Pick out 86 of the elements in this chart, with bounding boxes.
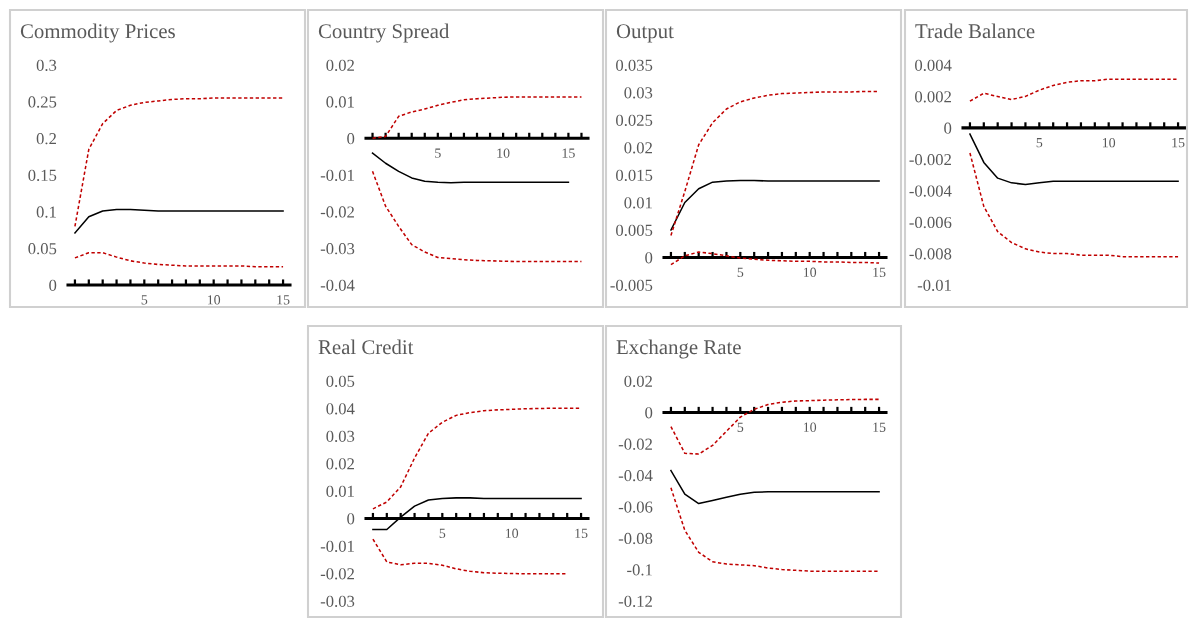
y-tick-label: 0.03 [326,430,355,443]
y-tick-label: 0.02 [624,142,652,154]
line-series [969,152,1179,258]
y-tick-label: -0.04 [320,279,355,292]
y-tick-label: -0.03 [320,243,355,255]
y-tick-label: -0.06 [618,501,653,513]
x-tick-label: 15 [575,528,588,538]
y-tick-label: 0.01 [326,485,354,498]
line-series [670,251,880,266]
line-series [371,170,583,263]
y-tick-label: 0.004 [915,59,952,72]
x-tick-label: 15 [873,422,886,432]
y-tick-label: -0.02 [618,438,652,450]
y-tick-label: 0.03 [624,87,653,99]
line-series [74,251,284,268]
line-series [670,179,880,231]
y-tick-label: 0.002 [915,91,951,103]
y-tick-label: 0.2 [36,133,56,145]
y-tick-label: 0.01 [326,96,354,108]
y-tick-label: 0.01 [624,197,652,209]
y-tick-label: -0.005 [610,279,653,292]
y-tick-label: 0.025 [616,114,653,127]
chart-title: Commodity Prices [20,23,175,43]
y-tick-label: 0.15 [28,169,57,182]
y-tick-label: -0.01 [917,279,951,292]
x-tick-label: 10 [1102,137,1116,148]
y-tick-label: 0.02 [624,375,652,388]
y-tick-label: 0.015 [616,169,653,182]
y-tick-label: 0.035 [616,59,653,72]
chart-title: Country Spread [318,23,450,43]
y-tick-label: 0 [347,133,355,145]
x-tick-label: 10 [207,295,221,305]
y-tick-label: 0.04 [326,403,355,415]
y-tick-label: -0.04 [618,469,653,482]
y-tick-label: -0.08 [618,532,653,545]
y-tick-label: -0.02 [320,568,354,580]
chart-title: Output [616,24,674,43]
x-tick-label: 15 [873,267,886,277]
y-tick-label: -0.01 [320,540,354,553]
y-tick-label: 0.3 [36,59,57,72]
line-series [74,97,284,228]
y-tick-label: -0.01 [320,169,354,182]
x-tick-label: 5 [737,267,744,277]
y-tick-label: -0.1 [627,564,652,576]
y-tick-label: 0 [645,407,653,419]
line-series [670,469,880,505]
y-tick-label: 0 [49,279,57,291]
y-tick-label: -0.03 [320,595,355,608]
x-tick-label: 5 [435,148,441,158]
line-series [670,487,880,572]
y-tick-label: 0.1 [36,206,56,218]
x-tick-label: 5 [1036,138,1043,148]
line-series [372,407,582,510]
x-tick-label: 5 [439,528,446,538]
line-series [372,538,568,575]
x-tick-label: 10 [803,267,817,277]
y-tick-label: 0.05 [326,375,355,388]
y-tick-label: -0.002 [909,153,951,166]
y-tick-label: 0.02 [326,458,354,470]
y-tick-label: -0.02 [320,206,354,218]
x-tick-label: 10 [505,528,519,538]
x-tick-label: 10 [497,148,510,158]
y-tick-label: -0.004 [909,185,952,197]
y-tick-label: -0.12 [618,595,652,608]
x-tick-label: 10 [803,422,817,432]
y-tick-label: 0 [347,513,355,525]
x-tick-label: 15 [277,295,290,305]
x-tick-label: 5 [141,295,148,305]
y-tick-label: 0 [645,252,653,264]
y-tick-label: 0.05 [28,243,57,255]
chart-title: Exchange Rate [616,339,741,359]
line-series [371,96,583,140]
x-tick-label: 5 [737,422,744,432]
x-tick-label: 15 [1172,138,1185,148]
y-tick-label: 0.25 [28,96,57,108]
y-tick-label: -0.008 [909,248,952,260]
y-tick-label: 0.005 [616,224,653,237]
line-series [969,78,1179,102]
line-series [670,90,880,237]
y-tick-label: 0.02 [326,59,354,72]
y-tick-label: -0.006 [909,216,952,229]
x-tick-label: 15 [562,148,575,158]
line-series [74,208,284,234]
y-tick-label: 0 [944,122,952,134]
chart-title: Trade Balance [915,23,1035,39]
chart-title: Real Credit [318,339,414,355]
